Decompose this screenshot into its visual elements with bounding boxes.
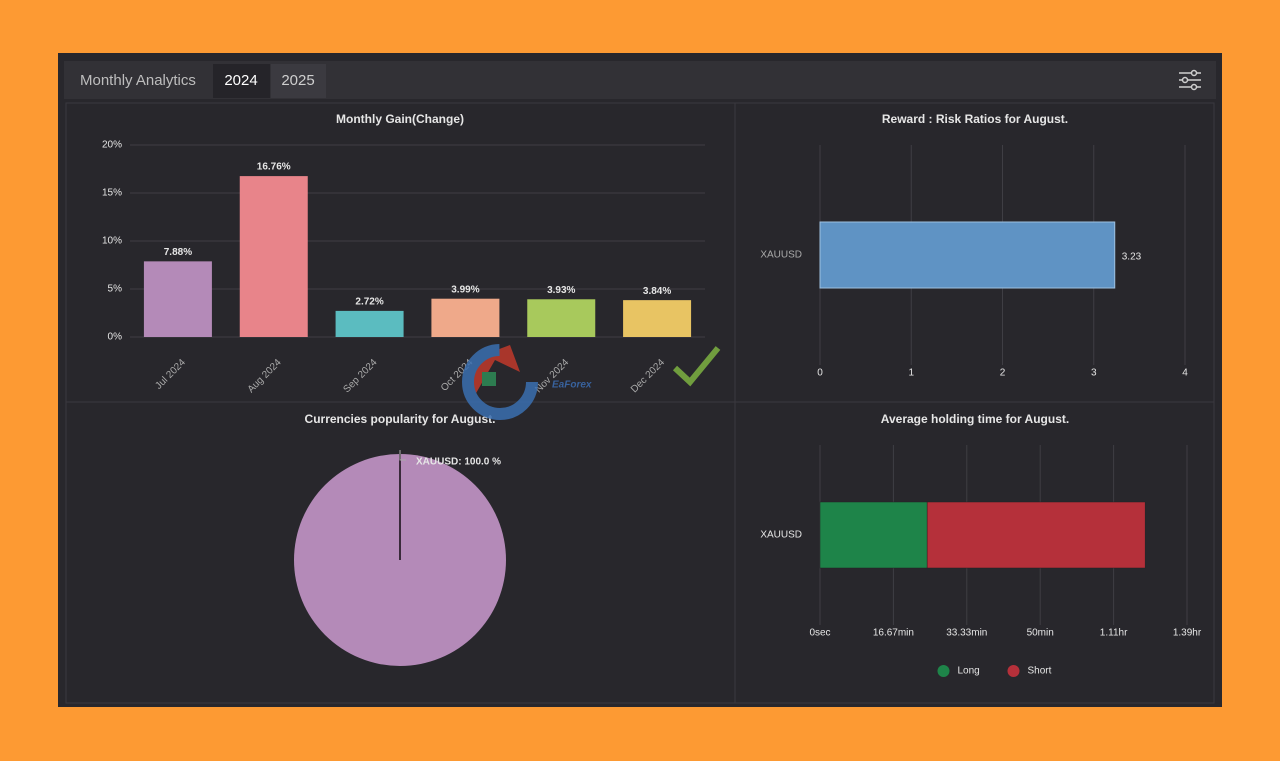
charts: Monthly Gain(Change)0%5%10%15%20%7.88%Ju… <box>102 112 1202 677</box>
legend-label[interactable]: Long <box>958 666 980 677</box>
tab-bg <box>271 64 326 98</box>
x-tick-label: 0 <box>817 368 823 379</box>
leader-line <box>399 450 406 461</box>
legend-swatch <box>937 665 950 677</box>
x-tick-label: 2 <box>1000 368 1006 379</box>
tab[interactable]: 2024 <box>224 72 257 89</box>
data-label: 3.84% <box>643 286 671 297</box>
chart-title: Monthly Gain(Change) <box>336 112 464 126</box>
y-tick-label: 20% <box>102 140 122 151</box>
chart-title: Reward : Risk Ratios for August. <box>882 112 1068 126</box>
watermark-text: EaForex <box>552 380 592 391</box>
y-tick-label: XAUUSD <box>760 250 802 261</box>
y-tick-label: 15% <box>102 188 122 199</box>
x-tick-label: 0sec <box>809 628 830 639</box>
header-title[interactable]: Monthly Analytics <box>80 72 196 89</box>
data-label: 7.88% <box>164 247 192 258</box>
bar <box>335 310 404 337</box>
x-tick-label: 50min <box>1027 628 1054 639</box>
bar <box>527 299 596 337</box>
y-tick-label: XAUUSD <box>760 530 802 541</box>
x-tick-label: 1 <box>908 368 914 379</box>
chart-title: Average holding time for August. <box>881 412 1069 426</box>
data-label: 3.93% <box>547 285 575 296</box>
panel <box>58 53 1222 707</box>
bar-segment <box>819 501 928 569</box>
filter-icon[interactable] <box>1179 69 1201 91</box>
data-label: 3.23 <box>1122 252 1142 263</box>
x-tick-label: 16.67min <box>873 628 914 639</box>
grid-frame <box>65 102 1215 704</box>
x-tick-label: 1.39hr <box>1173 628 1202 639</box>
legend-label[interactable]: Short <box>1028 666 1052 677</box>
tab[interactable]: 2025 <box>281 72 314 89</box>
y-tick-label: 10% <box>102 236 122 247</box>
y-tick-label: 5% <box>108 284 123 295</box>
y-tick-label: 0% <box>108 332 123 343</box>
x-tick-label: 3 <box>1091 368 1097 379</box>
active-tab-bg <box>213 64 270 98</box>
bar <box>623 300 692 337</box>
bar <box>819 221 1116 289</box>
data-label: 16.76% <box>257 162 291 173</box>
x-tick-label: 1.11hr <box>1100 628 1128 639</box>
chart-title: Currencies popularity for August. <box>305 412 496 426</box>
data-label: XAUUSD: 100.0 % <box>416 457 501 468</box>
bar <box>143 261 212 337</box>
bar <box>239 176 308 337</box>
bar <box>431 298 500 337</box>
x-tick-label: 33.33min <box>946 628 987 639</box>
watermark: EaForex <box>462 344 721 420</box>
data-label: 2.72% <box>355 297 383 308</box>
legend-swatch <box>1007 665 1020 677</box>
x-tick-label: 4 <box>1182 368 1188 379</box>
data-label: 3.99% <box>451 284 479 295</box>
bar-segment <box>926 501 1146 569</box>
